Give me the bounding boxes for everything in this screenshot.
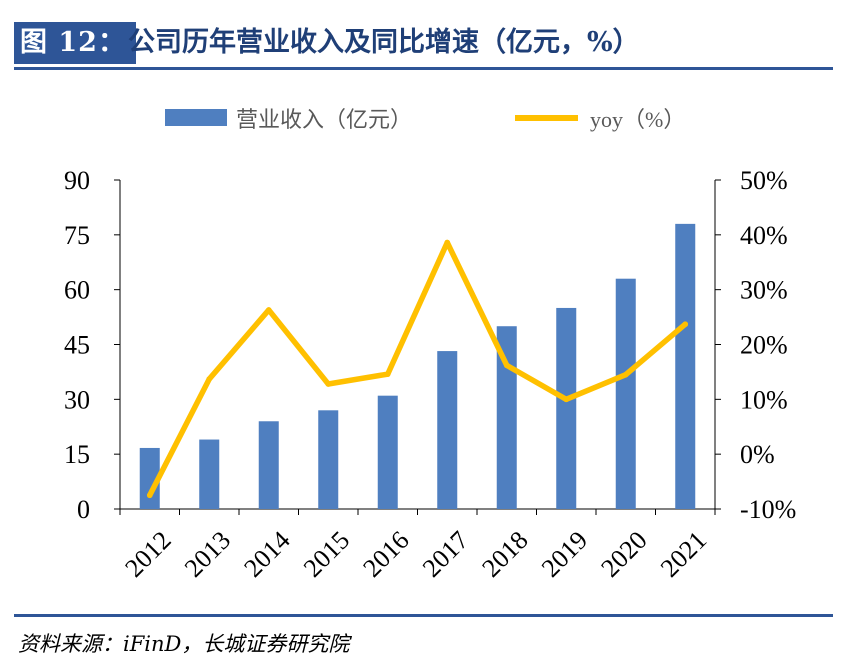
figure-header: 图 12： 公司历年营业收入及同比增速（亿元，%） (14, 22, 833, 66)
x-tick-label: 2017 (417, 525, 474, 582)
x-tick-label: 2019 (536, 525, 593, 582)
revenue-bar (496, 326, 517, 509)
combo-chart: 营业收入（亿元） yoy（%） 0 15 30 45 60 75 90 -10% 0% 10% 20% 3… (64, 107, 796, 583)
top-rule (14, 67, 833, 70)
left-tick-label: 60 (64, 276, 90, 305)
right-tick-label: 50% (740, 166, 788, 195)
yoy-point (503, 362, 510, 369)
left-tick-label: 90 (64, 166, 90, 195)
left-tick-label: 75 (64, 221, 90, 250)
legend-label-yoy: yoy（%） (590, 107, 685, 132)
legend-label-revenue: 营业收入（亿元） (236, 107, 412, 132)
right-tick-label: 30% (740, 276, 788, 305)
revenue-bar (615, 278, 636, 509)
bottom-rule (14, 614, 833, 617)
yoy-point (325, 381, 332, 387)
right-tick-label: 10% (740, 385, 788, 414)
figure-title: 公司历年营业收入及同比增速（亿元，%） (128, 27, 640, 58)
right-tick-label: -10% (740, 495, 796, 524)
revenue-bar (556, 307, 577, 509)
x-tick-label: 2016 (357, 525, 414, 582)
left-tick-label: 15 (64, 440, 90, 469)
yoy-point (682, 321, 689, 328)
right-tick-label: 40% (740, 221, 788, 250)
yoy-point (384, 371, 391, 377)
x-tick-label: 2014 (238, 525, 295, 582)
x-tick-label: 2015 (298, 525, 355, 582)
x-tick-label: 2021 (655, 525, 712, 582)
right-tick-label: 0% (740, 440, 775, 469)
revenue-bar (675, 223, 696, 509)
x-tick-label: 2018 (476, 525, 533, 582)
x-tick-label: 2020 (595, 525, 652, 582)
revenue-bar (139, 447, 160, 509)
revenue-bar (258, 421, 279, 509)
revenue-bar (318, 410, 339, 509)
source-note: 资料来源：iFinD，长城证券研究院 (18, 632, 350, 656)
yoy-point (563, 396, 570, 403)
left-tick-label: 30 (64, 385, 90, 414)
revenue-bar (199, 439, 220, 509)
revenue-bar (377, 395, 398, 509)
yoy-point (265, 307, 272, 313)
revenue-bar (437, 351, 458, 509)
left-tick-label: 0 (77, 495, 90, 524)
figure-number: 图 12： (14, 22, 136, 64)
x-tick-label: 2012 (119, 525, 176, 582)
left-tick-label: 45 (64, 331, 90, 360)
yoy-point (622, 371, 629, 378)
right-tick-label: 20% (740, 331, 788, 360)
x-tick-label: 2013 (179, 525, 236, 582)
yoy-line (147, 239, 688, 499)
legend-swatch-revenue (165, 109, 227, 126)
yoy-point (146, 492, 153, 499)
yoy-point (444, 239, 451, 246)
yoy-point (206, 376, 213, 382)
